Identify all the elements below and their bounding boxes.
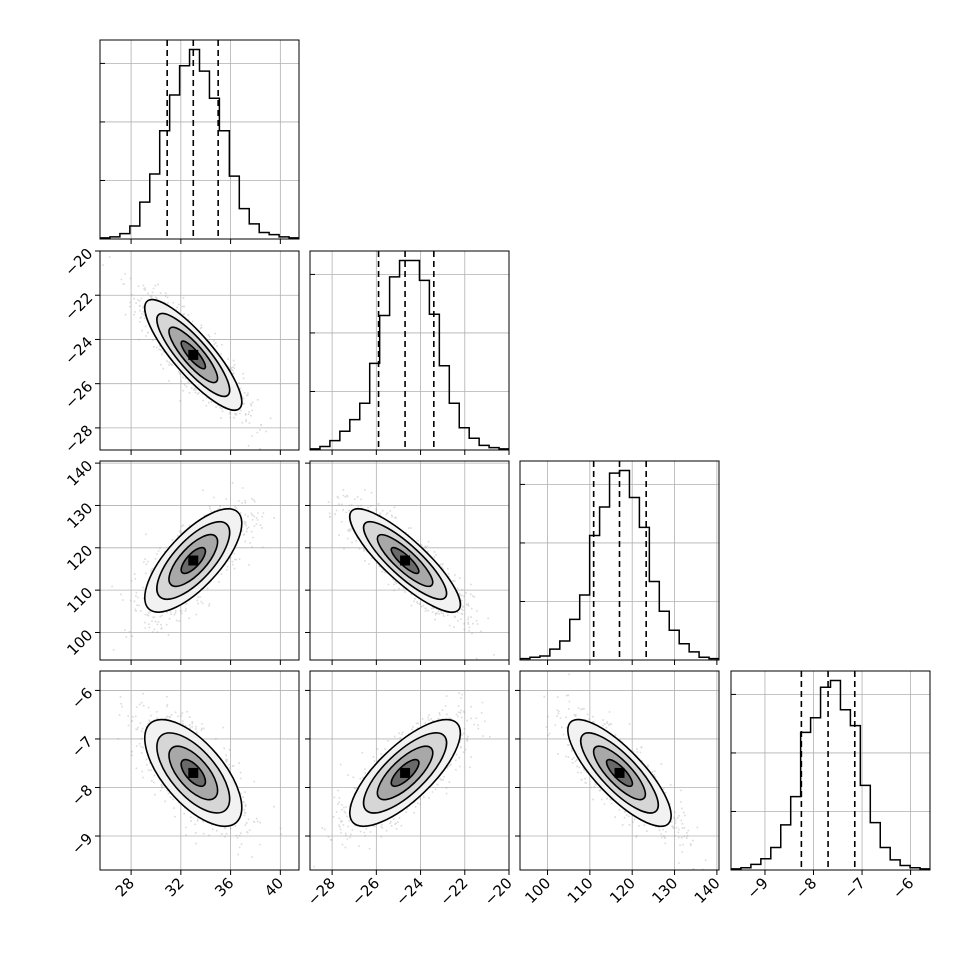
panel-plot-area: [310, 461, 509, 660]
contour-line: [180, 758, 207, 788]
panel-3-1: −28 −26 −24 −22 −20: [304, 670, 516, 909]
panel-plot-area: [731, 671, 930, 870]
x-tick-label: −26: [348, 874, 383, 909]
contour-line: [143, 718, 243, 828]
x-tick-label: −7: [841, 874, 869, 902]
x-tick-label: 120: [606, 874, 639, 907]
panel-frame: [309, 460, 510, 661]
x-tick-label: −24: [392, 874, 427, 909]
x-tick-label: 32: [161, 874, 187, 900]
panel-frame: [99, 670, 300, 871]
panel-plot-area: [100, 251, 299, 450]
y-tick-label: −22: [61, 289, 96, 324]
panel-3-3: −9 −8 −7 −6: [730, 670, 931, 902]
density-peak: [400, 767, 411, 778]
density-peak: [188, 767, 199, 778]
x-tick-label: −22: [436, 874, 471, 909]
contour-line: [143, 298, 243, 411]
y-tick-label: 100: [63, 626, 96, 659]
panel-2-2: [519, 460, 720, 665]
contour-line: [362, 520, 448, 601]
contour-line: [156, 732, 231, 814]
contour-line: [567, 718, 672, 828]
x-tick-label: 110: [564, 874, 597, 907]
contour-line: [156, 312, 231, 398]
x-tick-label: −28: [304, 874, 339, 909]
contour-line: [376, 533, 434, 588]
panel-frame: [99, 39, 300, 240]
y-tick-label: 140: [63, 457, 96, 490]
x-tick-label: 28: [112, 874, 138, 900]
panel-frame: [519, 670, 720, 871]
panel-frame: [99, 250, 300, 451]
contour-line: [349, 508, 462, 613]
contour-line: [168, 745, 219, 801]
contour-line: [579, 732, 660, 814]
panel-0-0: [99, 39, 300, 244]
panel-3-0: −9 −8 −7 −6 28 32 36 40: [68, 670, 300, 900]
y-tick-label: 120: [63, 541, 96, 574]
y-tick-label: −24: [61, 333, 96, 368]
density-peak: [188, 349, 199, 360]
y-tick-label: −7: [68, 733, 96, 761]
contour-line: [168, 326, 219, 384]
density-peak: [614, 767, 625, 778]
panel-frame: [99, 460, 300, 661]
x-tick-label: −6: [889, 874, 917, 902]
panel-plot-area: [520, 461, 719, 660]
panel-2-1: [305, 460, 510, 665]
panel-plot-area: [310, 251, 509, 450]
x-tick-label: −9: [743, 874, 771, 902]
panel-frame: [309, 250, 510, 451]
panel-2-0: 100 110 120 130 140: [63, 457, 300, 665]
x-tick-label: 36: [211, 874, 237, 900]
panel-frame: [730, 670, 931, 871]
contour-line: [362, 732, 448, 814]
density-peak: [188, 555, 199, 566]
panel-plot-area: [100, 40, 299, 239]
contour-line: [143, 508, 243, 613]
panel-frame: [519, 460, 720, 661]
contour-line: [376, 745, 434, 801]
panel-3-2: 100 110 120 130 140: [515, 670, 724, 907]
panel-plot-area: [100, 461, 299, 660]
histogram-step: [100, 48, 299, 239]
panel-1-1: [309, 250, 510, 455]
y-tick-label: 110: [63, 584, 96, 617]
x-tick-label: 140: [691, 874, 724, 907]
panel-plot-area: [100, 671, 299, 870]
panel-1-0: −28 −26 −24 −22 −20: [61, 245, 300, 457]
contour-line: [592, 745, 647, 801]
y-tick-label: −9: [68, 830, 96, 858]
panel-plot-area: [310, 671, 509, 870]
x-tick-label: 40: [261, 874, 287, 900]
y-tick-label: −26: [61, 377, 96, 412]
histogram-step: [731, 679, 930, 870]
density-peak: [400, 555, 411, 566]
x-tick-label: 130: [648, 874, 681, 907]
contour-line: [349, 718, 462, 828]
histogram-step: [310, 259, 509, 450]
y-tick-label: −8: [68, 781, 96, 809]
x-tick-label: −20: [481, 874, 516, 909]
y-tick-label: 130: [63, 499, 96, 532]
contour-line: [156, 520, 231, 601]
x-tick-label: −8: [792, 874, 820, 902]
y-tick-label: −20: [61, 245, 96, 280]
panel-plot-area: [520, 671, 719, 870]
x-tick-label: 100: [521, 874, 554, 907]
y-tick-label: −6: [68, 684, 96, 712]
panel-frame: [309, 670, 510, 871]
contour-line: [168, 533, 219, 588]
y-tick-label: −28: [61, 422, 96, 457]
